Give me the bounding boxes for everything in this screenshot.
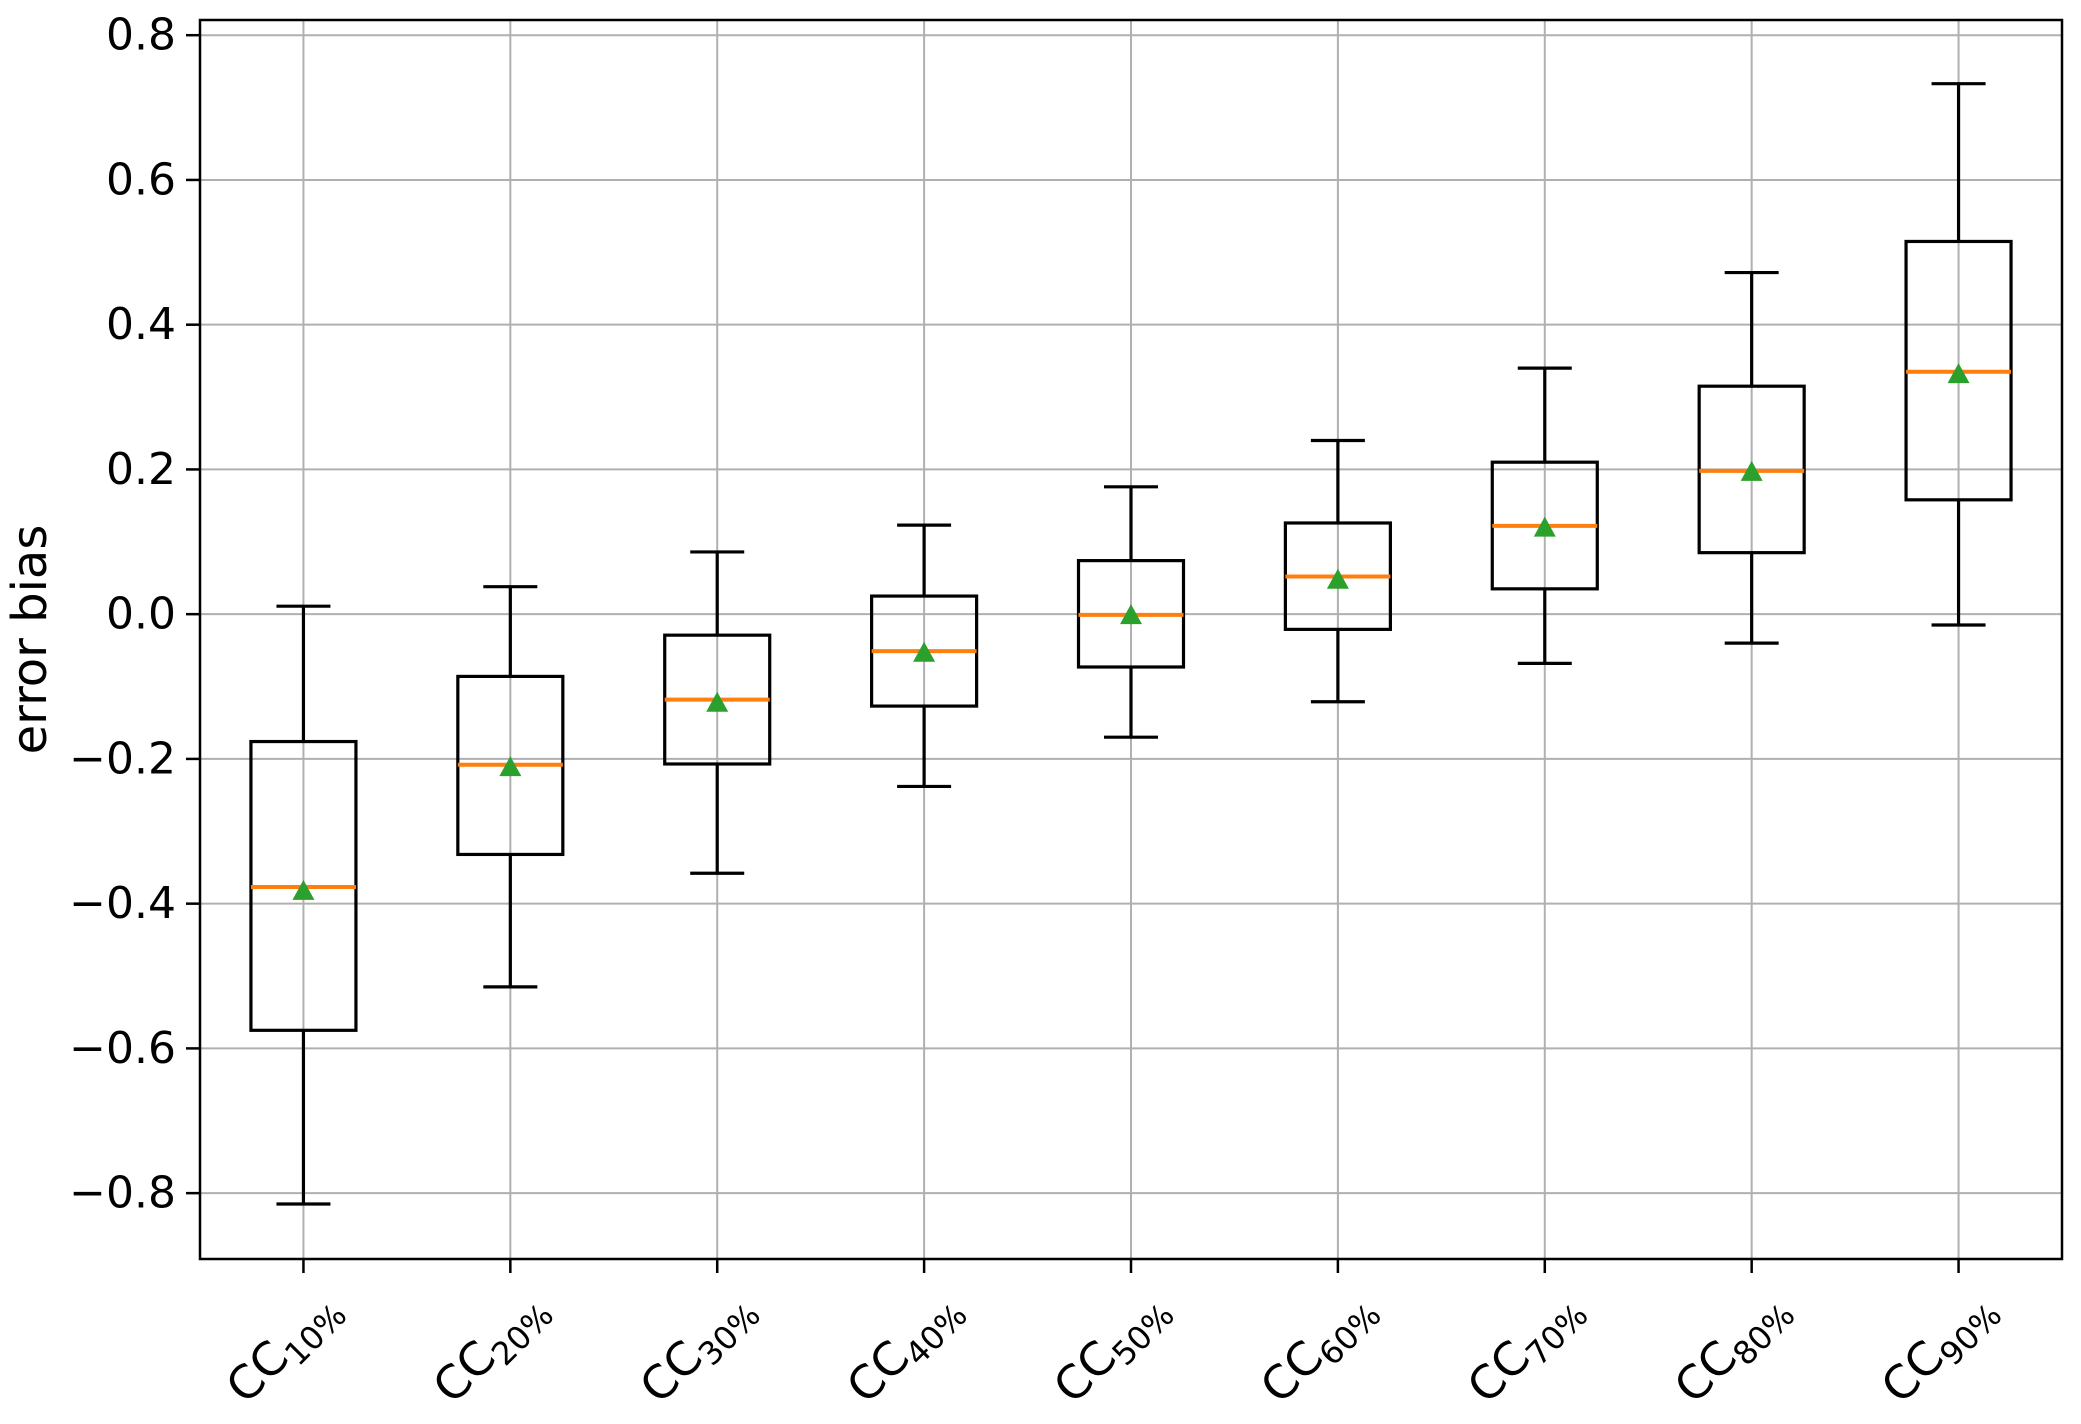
mean-marker (1326, 568, 1349, 589)
box-group-CC80% (1697, 270, 1806, 645)
y-tick-label: −0.2 (69, 733, 176, 784)
y-tick-label: 0.6 (106, 154, 176, 205)
y-tick-label: 0.8 (106, 10, 176, 61)
mean-marker (292, 879, 315, 900)
box-group-CC50% (1076, 485, 1186, 739)
y-tick-label: −0.6 (69, 1023, 176, 1074)
y-axis-label: error bias (2, 525, 58, 755)
y-tick-label: −0.4 (69, 878, 176, 929)
mean-marker (499, 756, 522, 777)
mean-marker (1120, 604, 1142, 625)
y-tick-label: 0.4 (106, 299, 176, 350)
box-group-CC40% (870, 523, 979, 789)
y-tick-label: −0.8 (69, 1168, 176, 1219)
y-tick-label: 0.0 (106, 589, 176, 640)
mean-marker (1533, 516, 1556, 537)
mean-marker (1740, 460, 1763, 481)
y-tick-label: 0.2 (106, 444, 176, 495)
mean-marker (913, 641, 936, 662)
box-group-CC90% (1904, 82, 2013, 627)
box-group-CC20% (456, 585, 565, 989)
box-group-CC70% (1490, 366, 1599, 665)
mean-marker (1947, 363, 1970, 384)
box-group-CC10% (249, 604, 358, 1206)
box-group-CC30% (663, 550, 772, 875)
mean-marker (706, 691, 729, 712)
box-group-CC60% (1283, 438, 1392, 704)
